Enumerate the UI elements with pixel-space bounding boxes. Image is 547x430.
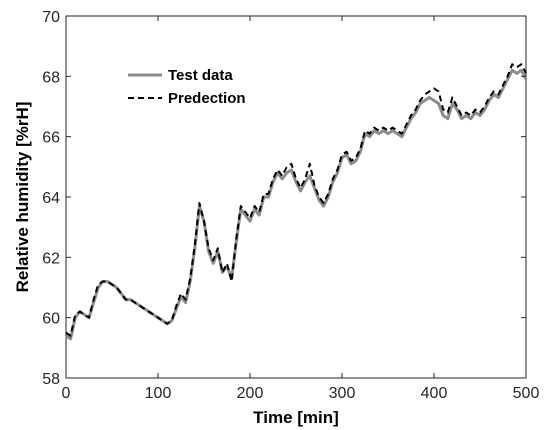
legend: Test data Predection <box>122 61 256 109</box>
legend-label-test-data: Test data <box>168 67 233 84</box>
series-line-predection <box>65 63 527 337</box>
legend-label-predection: Predection <box>168 90 246 107</box>
series-layer <box>65 63 528 341</box>
x-tick-label: 0 <box>62 385 71 402</box>
x-tick-label: 100 <box>145 385 172 402</box>
y-tick-label: 66 <box>42 130 60 147</box>
x-tick-label: 200 <box>237 385 264 402</box>
y-tick-label: 70 <box>42 9 60 26</box>
x-tick-label: 300 <box>329 385 356 402</box>
y-tick-label: 64 <box>42 190 60 207</box>
x-axis-label: Time [min] <box>253 408 339 427</box>
y-axis-label: Relative humidity [%rH] <box>13 102 32 293</box>
x-tick-label: 500 <box>513 385 540 402</box>
y-tick-label: 62 <box>42 250 60 267</box>
x-tick-label: 400 <box>421 385 448 402</box>
y-tick-label: 60 <box>42 311 60 328</box>
y-tick-label: 68 <box>42 69 60 86</box>
legend-box <box>122 61 256 109</box>
y-tick-label: 58 <box>42 371 60 388</box>
y-axis-ticks: 58 60 62 64 66 68 70 <box>42 9 526 388</box>
x-axis-ticks: 0 100 200 300 400 500 <box>62 16 540 402</box>
